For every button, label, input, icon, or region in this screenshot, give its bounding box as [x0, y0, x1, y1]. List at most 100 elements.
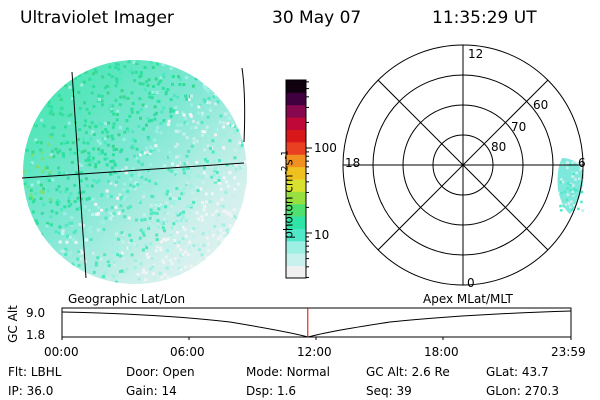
disk-pixel — [94, 162, 98, 166]
disk-pixel — [100, 94, 104, 98]
disk-pixel — [217, 237, 220, 241]
disk-pixel — [224, 210, 228, 214]
status-gcalt-value: 2.6 Re — [411, 365, 450, 379]
disk-pixel — [210, 164, 214, 168]
disk-pixel — [74, 76, 77, 80]
disk-pixel — [116, 63, 120, 67]
disk-pixel — [196, 243, 200, 247]
disk-pixel — [63, 205, 67, 209]
disk-pixel — [138, 97, 142, 101]
disk-pixel — [109, 215, 112, 219]
disk-pixel — [64, 84, 68, 88]
disk-pixel — [51, 112, 55, 116]
status-glat: GLat: 43.7 — [486, 366, 549, 378]
disk-pixel — [139, 71, 143, 74]
disk-pixel — [190, 94, 193, 98]
disk-pixel — [202, 171, 206, 175]
disk-pixel — [105, 130, 109, 134]
disk-pixel — [176, 244, 180, 248]
disk-pixel — [136, 183, 140, 187]
disk-pixel — [209, 146, 212, 150]
disk-pixel — [41, 170, 44, 174]
disk-pixel — [212, 159, 216, 163]
disk-pixel — [204, 213, 208, 216]
disk-pixel — [126, 189, 130, 193]
disk-pixel — [49, 200, 53, 204]
disk-pixel — [192, 244, 196, 247]
disk-pixel — [156, 179, 160, 183]
disk-pixel — [110, 166, 114, 170]
disk-pixel — [83, 101, 87, 105]
disk-pixel — [176, 260, 180, 264]
disk-pixel — [226, 184, 230, 188]
disk-pixel — [234, 163, 238, 167]
disk-pixel — [85, 131, 88, 135]
disk-pixel — [125, 267, 129, 271]
disk-pixel — [143, 66, 147, 69]
disk-pixel — [125, 127, 129, 131]
disk-pixel — [180, 192, 184, 196]
disk-pixel — [145, 246, 149, 250]
disk-pixel — [182, 113, 186, 117]
disk-pixel — [188, 250, 192, 254]
disk-pixel — [152, 85, 155, 88]
disk-pixel — [96, 245, 100, 249]
disk-pixel — [163, 217, 167, 221]
disk-pixel — [203, 205, 207, 208]
patch-pixel — [573, 189, 576, 192]
disk-pixel — [179, 129, 183, 133]
disk-pixel — [144, 278, 148, 282]
disk-pixel — [119, 204, 123, 208]
disk-pixel — [172, 222, 176, 226]
patch-pixel — [572, 193, 575, 197]
disk-pixel — [48, 155, 52, 159]
polar-label-0: 0 — [467, 276, 475, 290]
disk-pixel — [130, 110, 134, 114]
disk-pixel — [92, 72, 95, 76]
disk-pixel — [180, 232, 184, 236]
status-dsp: Dsp: 1.6 — [246, 385, 296, 397]
disk-pixel — [153, 105, 157, 109]
disk-pixel — [122, 270, 126, 274]
disk-pixel — [169, 258, 172, 262]
disk-pixel — [201, 201, 204, 205]
disk-pixel — [149, 208, 153, 212]
disk-pixel — [68, 235, 72, 239]
disk-pixel — [119, 126, 122, 130]
disk-pixel — [238, 166, 242, 170]
disk-pixel — [101, 69, 105, 73]
disk-pixel — [133, 266, 137, 270]
disk-pixel — [110, 134, 114, 138]
disk-pixel — [77, 90, 81, 94]
disk-pixel — [149, 203, 153, 207]
disk-pixel — [136, 110, 140, 114]
disk-pixel — [171, 196, 175, 200]
disk-pixel — [222, 209, 226, 213]
disk-pixel — [30, 196, 34, 200]
disk-pixel — [169, 98, 173, 102]
disk-pixel — [209, 106, 213, 110]
disk-pixel — [152, 276, 156, 280]
disk-pixel — [200, 215, 204, 219]
disk-pixel — [200, 120, 204, 124]
disk-pixel — [117, 67, 121, 71]
disk-pixel — [114, 84, 118, 88]
disk-pixel — [34, 192, 38, 196]
disk-pixel — [56, 202, 60, 206]
disk-pixel — [87, 151, 91, 155]
disk-pixel — [54, 230, 58, 234]
disk-pixel — [219, 228, 223, 232]
patch-pixel — [575, 171, 578, 175]
disk-pixel — [131, 71, 135, 75]
disk-pixel — [210, 175, 214, 179]
disk-pixel — [146, 117, 150, 121]
disk-pixel — [167, 155, 170, 159]
disk-pixel — [125, 119, 129, 123]
disk-pixel — [136, 199, 140, 203]
disk-pixel — [161, 259, 165, 263]
disk-pixel — [127, 60, 131, 64]
patch-pixel — [572, 184, 575, 187]
disk-pixel — [118, 193, 122, 197]
disk-pixel — [64, 190, 68, 193]
disk-pixel — [218, 181, 222, 185]
